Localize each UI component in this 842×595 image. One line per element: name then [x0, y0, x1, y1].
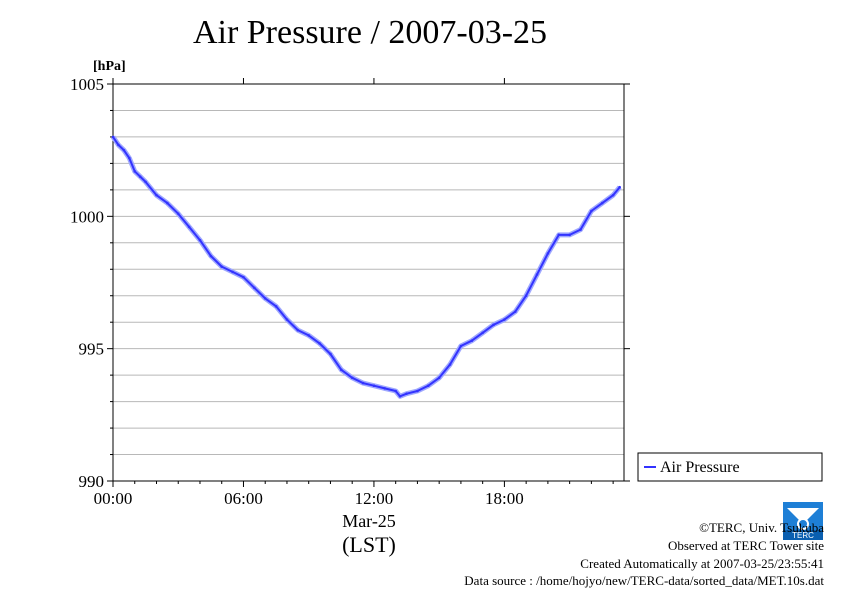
y-tick-label: 990: [79, 472, 105, 491]
data-point: [448, 363, 452, 366]
data-point: [209, 254, 213, 258]
y-tick-label: 1000: [70, 207, 104, 226]
data-point: [481, 331, 484, 335]
data-point: [329, 352, 332, 356]
data-point: [524, 294, 528, 298]
footer-created: Created Automatically at 2007-03-25/23:5…: [580, 556, 824, 571]
data-point: [307, 334, 311, 337]
data-point: [535, 273, 539, 276]
y-tick-label: 995: [79, 340, 105, 359]
data-point: [220, 265, 224, 268]
x-tick-label: 12:00: [355, 489, 394, 508]
data-point: [155, 193, 158, 197]
chart-title: Air Pressure / 2007-03-25: [192, 14, 548, 51]
data-point: [394, 389, 397, 393]
data-point: [111, 135, 115, 139]
data-point: [318, 342, 321, 345]
y-axis-label: [hPa]: [93, 59, 126, 74]
legend-box: [637, 452, 823, 482]
x-tick-label: 06:00: [224, 489, 263, 508]
data-point: [361, 381, 365, 385]
x-tick-label: 18:00: [485, 489, 524, 508]
x-axis-label: (LST): [342, 532, 396, 557]
data-point: [253, 286, 256, 290]
x-tick-label: 00:00: [94, 489, 133, 508]
data-point: [285, 318, 289, 321]
data-point: [198, 238, 202, 242]
data-point: [242, 275, 245, 279]
gridlines: [113, 109, 624, 456]
data-point: [437, 376, 441, 380]
data-point: [340, 368, 343, 372]
data-point: [611, 193, 615, 197]
data-point: [274, 305, 278, 308]
data-point: [350, 376, 354, 380]
data-point: [405, 392, 408, 395]
data-point: [426, 384, 430, 388]
data-point: [296, 328, 300, 332]
axis-ticks: 990 995 1000 1005 00:00 06:00 12:00 18:00: [70, 75, 630, 508]
data-point: [568, 233, 571, 237]
data-point: [187, 225, 191, 229]
data-point: [133, 170, 137, 173]
legend-label: Air Pressure: [660, 459, 740, 476]
data-point: [398, 395, 402, 398]
data-point: [416, 389, 419, 393]
data-point: [492, 323, 495, 327]
data-point: [470, 339, 474, 343]
series-line-air-pressure: [112, 136, 621, 398]
data-point: [138, 175, 142, 178]
series-group: [110, 135, 622, 399]
data-point: [600, 201, 604, 205]
x-date-label: Mar-25: [342, 511, 396, 531]
terc-logo: TERC: [783, 502, 823, 540]
data-point: [372, 384, 376, 388]
plot-frame: [112, 83, 625, 482]
data-point: [618, 185, 621, 189]
data-point: [144, 180, 147, 184]
data-point: [166, 201, 169, 205]
footer-source: Data source : /home/hojyo/new/TERC-data/…: [464, 573, 824, 588]
data-point: [231, 270, 234, 274]
data-point: [546, 252, 550, 255]
data-point: [117, 143, 120, 147]
data-point: [128, 156, 131, 160]
data-point: [459, 344, 463, 348]
footer-observed: Observed at TERC Tower site: [667, 538, 824, 553]
data-point: [513, 310, 517, 313]
data-point: [579, 228, 582, 231]
series-halo: [110, 135, 622, 399]
data-point: [176, 212, 180, 215]
footer-copyright: ©TERC, Univ. Tsukuba: [699, 520, 824, 535]
data-point: [383, 387, 387, 390]
y-tick-label: 1005: [70, 75, 104, 94]
data-point: [122, 148, 126, 152]
data-point: [263, 297, 267, 300]
svg-text:TERC: TERC: [792, 531, 814, 540]
data-point: [590, 209, 593, 213]
data-point: [503, 318, 506, 321]
data-point: [557, 233, 561, 237]
